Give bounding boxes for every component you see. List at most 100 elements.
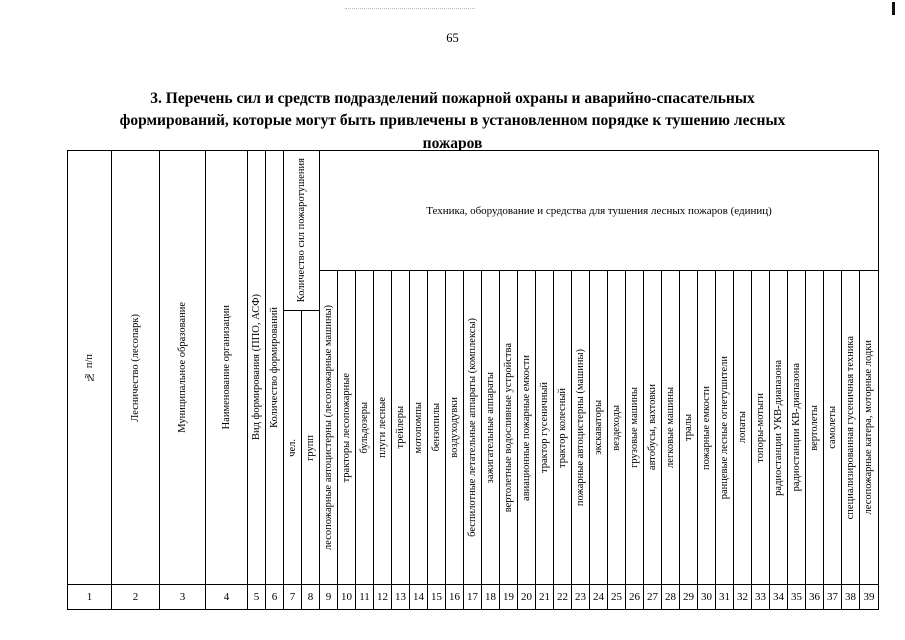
column-number: 36 <box>806 585 824 609</box>
column-number: 28 <box>662 585 680 609</box>
column-number: 10 <box>338 585 356 609</box>
equipment-col-header: топоры-мотыги <box>752 271 770 584</box>
equipment-col-header: авиационные пожарные емкости <box>518 271 536 584</box>
equipment-col-label: радиостанции КВ-диапазона <box>790 363 802 492</box>
column-number: 4 <box>206 585 248 609</box>
equipment-col-label: пожарные автоцистерны (машины) <box>574 348 586 507</box>
equipment-col-header: экскаваторы <box>590 271 608 584</box>
forces-group-label: Количество сил пожаротушения <box>295 158 307 303</box>
column-number: 33 <box>752 585 770 609</box>
column-number: 25 <box>608 585 626 609</box>
equipment-col-header: трактор колесный <box>554 271 572 584</box>
equipment-col-header: вездеходы <box>608 271 626 584</box>
column-number: 19 <box>500 585 518 609</box>
column-number: 39 <box>863 591 875 603</box>
column-number: 32 <box>734 585 752 609</box>
equipment-subheaders: лесопожарные автоцистерны (лесопожарные … <box>320 271 878 584</box>
column-number: 30 <box>698 585 716 609</box>
equipment-col-label: автобусы, вахтовки <box>646 384 658 471</box>
column-number: 26 <box>626 585 644 609</box>
col-header-people: чел. <box>284 311 302 584</box>
equipment-col-label: вертолетные водосливные устройства <box>502 342 514 513</box>
equipment-col-header: пожарные автоцистерны (машины) <box>572 271 590 584</box>
column-number: 35 <box>788 585 806 609</box>
equipment-col-label: специализированная гусеничная техника <box>844 335 856 520</box>
column-number: 2 <box>112 585 160 609</box>
column-number: 1 <box>68 585 112 609</box>
equipment-col-label: трактор гусеничный <box>538 382 550 473</box>
page-title-line: 3. Перечень сил и средств подразделений … <box>150 90 755 107</box>
equipment-col-label: вездеходы <box>610 404 622 451</box>
column-number: 13 <box>392 585 410 609</box>
equipment-col-label: мотопомпы <box>412 401 424 454</box>
equipment-col-label: зажигательные аппараты <box>484 371 496 484</box>
equipment-col-header: лесопожарные автоцистерны (лесопожарные … <box>320 271 338 584</box>
equipment-col-label: экскаваторы <box>592 400 604 455</box>
forces-and-means-table: № п/п Лесничество (лесопарк) Муниципальн… <box>67 150 879 610</box>
equipment-col-header: вертолеты <box>806 271 824 584</box>
equipment-col-header: воздуходувки <box>446 271 464 584</box>
equipment-col-label: ранцевые лесные огнетушители <box>718 355 730 500</box>
column-number: 16 <box>446 585 464 609</box>
col-header-organization: Наименование организации <box>206 151 248 584</box>
equipment-col-label: лопаты <box>736 411 748 444</box>
equipment-col-label: радиостанции УКВ-диапазона <box>772 359 784 496</box>
equipment-col-label: лесопожарные автоцистерны (лесопожарные … <box>322 305 334 550</box>
col-header-people-label: чел. <box>286 438 298 457</box>
equipment-col-label: грузовые машины <box>628 387 640 468</box>
equipment-col-label: трейлеры <box>394 406 406 449</box>
equipment-col-header: тралы <box>680 271 698 584</box>
equipment-col-label: авиационные пожарные емкости <box>520 354 532 501</box>
equipment-col-header: мотопомпы <box>410 271 428 584</box>
equipment-group: Техника, оборудование и средства для туш… <box>320 151 878 584</box>
col-header-municipality-label: Муниципальное образование <box>176 302 188 433</box>
forces-group-header: Количество сил пожаротушения <box>284 151 320 311</box>
equipment-col-label: легковые машины <box>664 387 676 468</box>
equipment-col-label: беспилотные летательные аппараты (компле… <box>466 318 478 537</box>
col-header-number-label: № п/п <box>83 353 95 382</box>
forces-subheaders: чел. групп <box>284 311 320 584</box>
column-number: 12 <box>374 585 392 609</box>
col-header-forestry-label: Лесничество (лесопарк) <box>129 313 141 422</box>
column-number: 5 <box>248 585 266 609</box>
col-header-formation-type: Вид формирования (ППО, АСФ) <box>248 151 266 584</box>
equipment-col-header: грузовые машины <box>626 271 644 584</box>
column-number: 29 <box>680 585 698 609</box>
col-header-municipality: Муниципальное образование <box>160 151 206 584</box>
col-header-formation-type-label: Вид формирования (ППО, АСФ) <box>250 294 262 441</box>
equipment-col-header: беспилотные летательные аппараты (компле… <box>464 271 482 584</box>
equipment-group-label: Техника, оборудование и средства для туш… <box>426 204 772 217</box>
column-number: 23 <box>572 585 590 609</box>
column-number: 31 <box>716 585 734 609</box>
equipment-col-label: вертолеты <box>808 404 820 451</box>
page-number: 65 <box>446 31 459 45</box>
equipment-col-header: ранцевые лесные огнетушители <box>716 271 734 584</box>
col-header-formation-count-label: Количество формирований <box>268 307 280 428</box>
table-header-row: № п/п Лесничество (лесопарк) Муниципальн… <box>68 151 878 585</box>
equipment-col-header: трактор гусеничный <box>536 271 554 584</box>
equipment-col-header: специализированная гусеничная техника <box>842 271 860 584</box>
equipment-col-header: бульдозеры <box>356 271 374 584</box>
column-number: 11 <box>356 585 374 609</box>
equipment-col-header: вертолетные водосливные устройства <box>500 271 518 584</box>
column-number: 3 <box>160 585 206 609</box>
column-number: 14 <box>410 585 428 609</box>
equipment-col-label: топоры-мотыги <box>754 392 766 463</box>
column-number: 27 <box>644 585 662 609</box>
equipment-col-header: радиостанции УКВ-диапазона <box>770 271 788 584</box>
col-header-organization-label: Наименование организации <box>220 305 232 430</box>
equipment-col-label: тралы <box>682 413 694 441</box>
equipment-col-header: трейлеры <box>392 271 410 584</box>
page-title: 3. Перечень сил и средств подразделений … <box>43 88 863 155</box>
column-number: 18 <box>482 585 500 609</box>
column-number: 38 <box>842 585 860 609</box>
col-header-number: № п/п <box>68 151 112 584</box>
column-number: 7 <box>284 585 302 609</box>
equipment-col-header: самолеты <box>824 271 842 584</box>
column-number: 21 <box>536 585 554 609</box>
equipment-col-header: бензопилы <box>428 271 446 584</box>
equipment-col-header: радиостанции КВ-диапазона <box>788 271 806 584</box>
equipment-col-label: бензопилы <box>430 403 442 452</box>
page-title-line: пожаров <box>422 134 483 152</box>
column-number: 22 <box>554 585 572 609</box>
